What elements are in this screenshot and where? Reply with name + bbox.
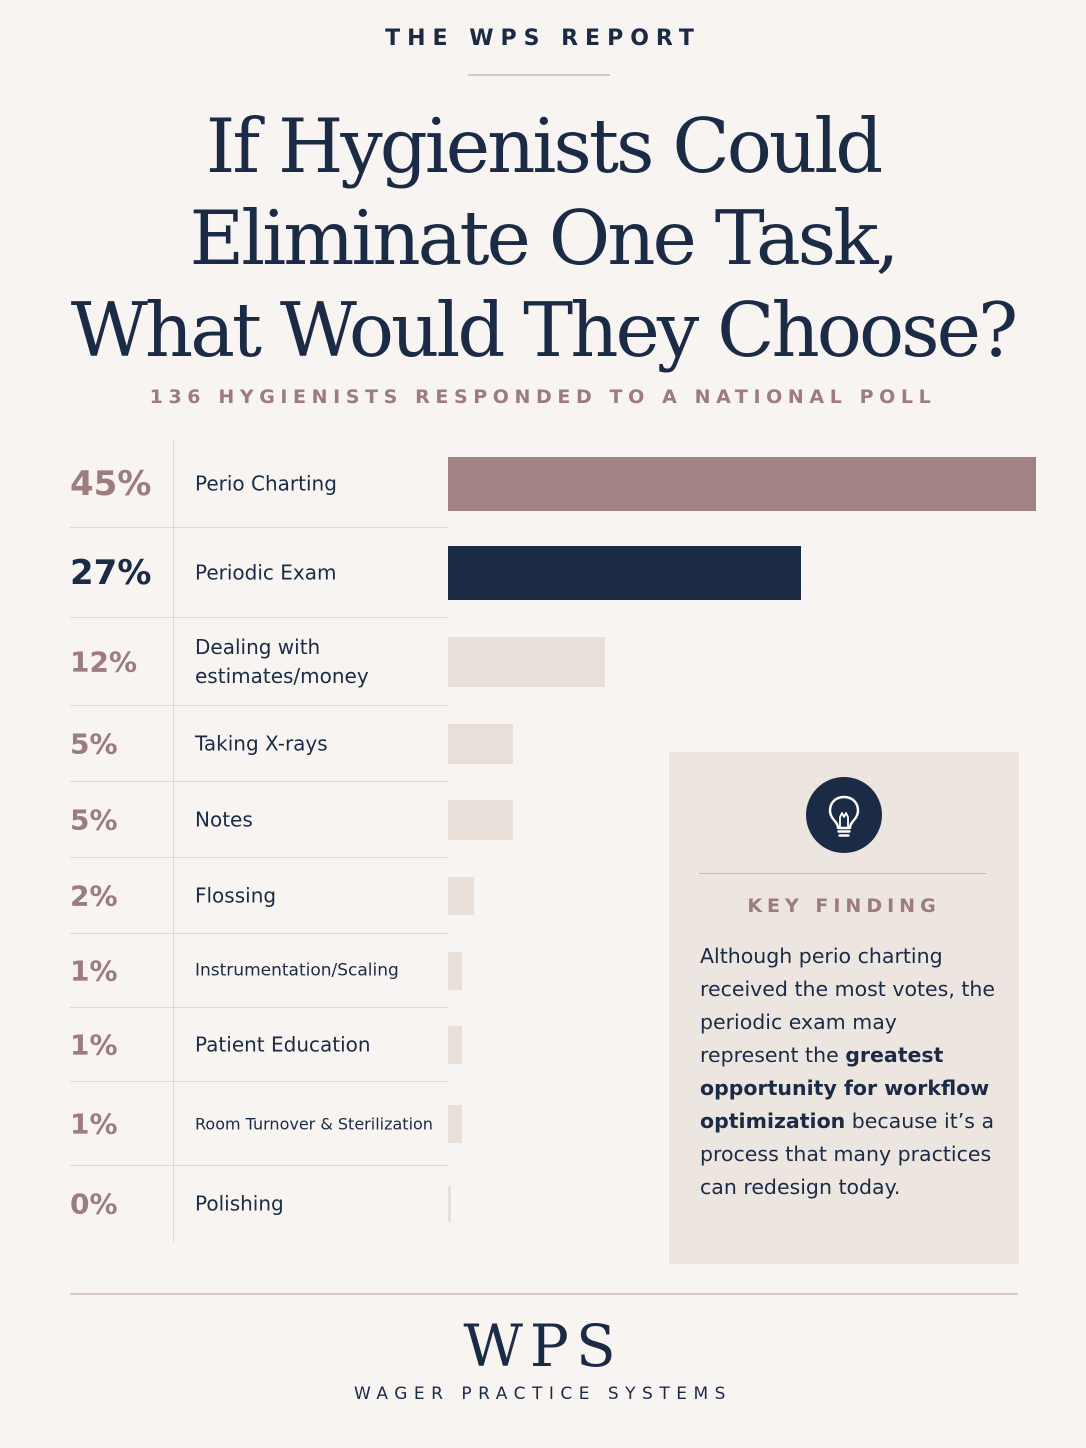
- row-divider: [70, 705, 448, 706]
- title-line-2: Eliminate One Task,: [189, 194, 900, 282]
- value-label: 1%: [70, 1107, 118, 1141]
- row-divider: [70, 857, 448, 858]
- chart-bar: [448, 724, 513, 764]
- category-label: Room Turnover & Sterilization: [195, 1114, 433, 1134]
- key-finding-emphasis: greatest opportunity for workflow optimi…: [700, 1043, 990, 1133]
- value-label: 1%: [70, 954, 118, 988]
- key-finding-text-start: Although perio charting received the mos…: [700, 944, 996, 1067]
- chart-bar: [448, 546, 801, 600]
- category-label: Flossing: [195, 883, 277, 908]
- category-label: Dealing with estimates/money: [195, 635, 369, 688]
- row-divider: [70, 1007, 448, 1008]
- footer-logo: WPS: [463, 1312, 623, 1380]
- category-label: Polishing: [195, 1191, 284, 1216]
- page-subtitle: 136 HYGIENISTS RESPONDED TO A NATIONAL P…: [149, 386, 937, 408]
- value-label: 5%: [70, 803, 118, 837]
- chart-bar: [448, 800, 513, 840]
- category-label: Patient Education: [195, 1032, 371, 1057]
- key-finding-heading: KEY FINDING: [747, 895, 941, 917]
- row-divider: [70, 781, 448, 782]
- chart-bar: [448, 457, 1036, 511]
- chart-bar: [448, 1105, 462, 1143]
- chart-row: 1% Instrumentation/Scaling: [0, 934, 1086, 1008]
- key-finding-panel: KEY FINDING Although perio charting rece…: [669, 752, 1019, 1264]
- category-label: Periodic Exam: [195, 560, 337, 585]
- value-label: 5%: [70, 727, 118, 761]
- chart-row: 1% Room Turnover & Sterilization: [0, 1082, 1086, 1166]
- category-label: Notes: [195, 807, 253, 832]
- value-label: 27%: [70, 553, 152, 593]
- value-label: 45%: [70, 464, 152, 504]
- value-label: 0%: [70, 1187, 118, 1221]
- row-divider: [70, 527, 448, 528]
- column-divider: [173, 440, 174, 1242]
- category-label: Taking X-rays: [195, 731, 328, 756]
- page-title: If Hygienists Could Eliminate One Task, …: [0, 100, 1086, 376]
- footer-divider: [70, 1293, 1018, 1295]
- title-line-1: If Hygienists Could: [205, 102, 883, 190]
- category-label: Perio Charting: [195, 471, 337, 496]
- lightbulb-icon: [828, 795, 860, 837]
- row-divider: [70, 933, 448, 934]
- row-divider: [70, 1165, 448, 1166]
- chart-bar: [448, 1026, 462, 1064]
- row-divider: [70, 617, 448, 618]
- chart-row: 27% Periodic Exam: [0, 528, 1086, 618]
- chart-row: 5% Taking X-rays: [0, 706, 1086, 782]
- value-label: 1%: [70, 1028, 118, 1062]
- key-finding-text-end: because it’s a process that many practic…: [700, 1109, 995, 1199]
- chart-bar: [448, 1186, 451, 1222]
- chart-row: 12% Dealing with estimates/money: [0, 618, 1086, 706]
- chart-bar: [448, 952, 462, 990]
- value-label: 12%: [70, 645, 138, 679]
- report-eyebrow: THE WPS REPORT: [385, 26, 701, 51]
- value-label: 2%: [70, 879, 118, 913]
- key-finding-text: Although perio charting received the mos…: [700, 940, 1000, 1204]
- category-label: Instrumentation/Scaling: [195, 960, 399, 981]
- chart-row: 45% Perio Charting: [0, 440, 1086, 528]
- key-finding-divider: [699, 873, 986, 874]
- title-line-3: What Would They Choose?: [70, 286, 1018, 374]
- eyebrow-divider: [468, 74, 610, 76]
- lightbulb-badge: [806, 777, 882, 853]
- row-divider: [70, 1081, 448, 1082]
- chart-row: 2% Flossing: [0, 858, 1086, 934]
- chart-bar: [448, 877, 474, 915]
- chart-row: 0% Polishing: [0, 1166, 1086, 1242]
- footer-tagline: WAGER PRACTICE SYSTEMS: [354, 1384, 732, 1404]
- chart-row: 5% Notes: [0, 782, 1086, 858]
- chart-row: 1% Patient Education: [0, 1008, 1086, 1082]
- bar-chart: 45% Perio Charting 27% Periodic Exam 12% Deal…: [0, 440, 1086, 1245]
- chart-bar: [448, 637, 605, 687]
